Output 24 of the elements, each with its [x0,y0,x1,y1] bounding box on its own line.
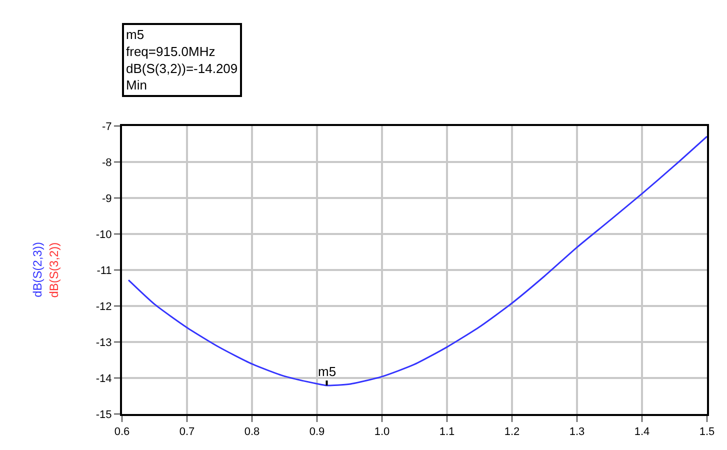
x-tick-label: 1.2 [504,426,520,438]
text: dB(S(2,3)) [30,242,44,298]
y-tick-label: -15 [96,408,112,421]
y-tick-label: -13 [96,336,112,349]
x-tick-label: 1.3 [569,426,585,438]
x-tick-label: 1.1 [439,426,455,438]
text: m5 freq=915.0MHz dB(S(3,2))=-14.209 Min [126,27,238,93]
x-tick-label: 0.7 [179,426,195,438]
x-tick-label: 1.4 [634,426,650,438]
y-tick-label: -14 [96,372,112,385]
x-tick-label: 0.6 [114,426,130,438]
y-tick-label: -11 [96,264,112,277]
line-series [128,136,707,386]
x-tick-label: 0.9 [309,426,325,438]
y-tick-label: -8 [102,156,112,169]
x-tick-label: 1.5 [699,426,715,438]
x-tick-label: 1.0 [374,426,390,438]
x-tick-label: 0.8 [244,426,260,438]
y-tick-label: -12 [96,300,112,313]
annotation: m5 [318,364,336,379]
y-tick-label: -7 [102,120,112,133]
y-tick-label: -9 [102,192,112,205]
y-axis-title: dB(S(3,2)) [46,242,61,298]
y-tick-label: -10 [96,228,112,241]
